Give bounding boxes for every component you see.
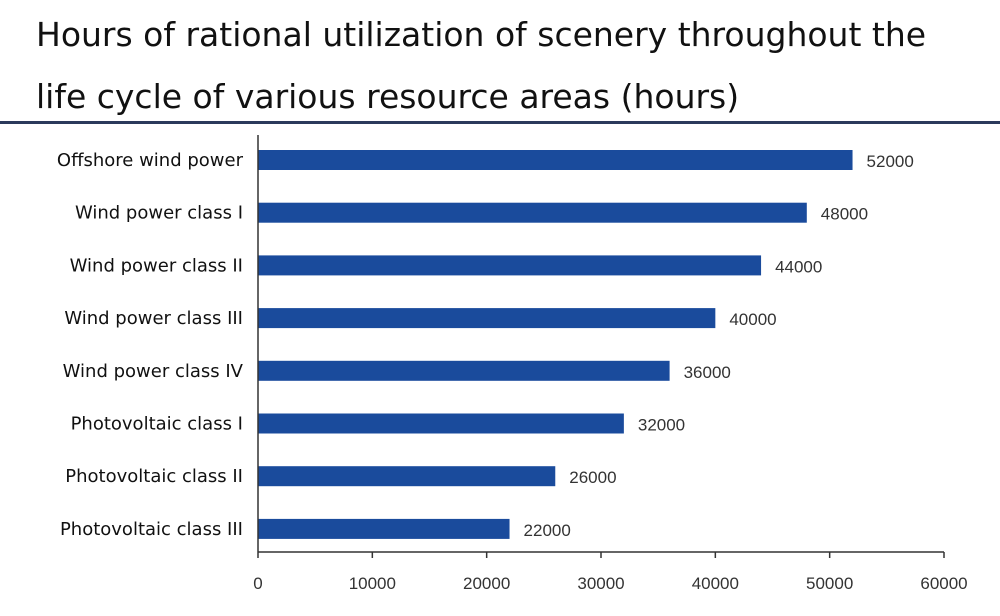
category-label: Wind power class II: [70, 255, 243, 276]
bar: [258, 413, 624, 434]
bar: [258, 202, 807, 223]
bars-group: [258, 150, 853, 539]
x-tick-label: 20000: [463, 574, 510, 593]
category-label: Photovoltaic class III: [60, 519, 243, 540]
x-tick-label: 30000: [577, 574, 624, 593]
x-axis: 0 10000 20000 30000 40000 50000 60000: [253, 135, 968, 593]
title-divider: [0, 121, 1000, 124]
x-tick-label: 10000: [349, 574, 396, 593]
value-label: 26000: [569, 468, 616, 487]
category-label: Wind power class III: [64, 308, 243, 329]
x-tick-label: 60000: [920, 574, 967, 593]
value-label: 44000: [775, 257, 822, 276]
bar: [258, 255, 762, 276]
bar: [258, 466, 556, 487]
value-label: 36000: [684, 363, 731, 382]
bar: [258, 150, 853, 170]
value-label: 52000: [867, 152, 914, 171]
value-label: 40000: [729, 310, 776, 329]
value-labels-group: 52000 48000 44000 40000 36000 32000 26000 22000: [524, 152, 914, 540]
x-tick-label: 50000: [806, 574, 853, 593]
x-tick-label: 0: [253, 574, 262, 593]
chart-title: Hours of rational utilization of scenery…: [36, 15, 927, 116]
category-label: Offshore wind power: [57, 150, 244, 171]
category-label: Wind power class IV: [63, 361, 244, 382]
category-label: Photovoltaic class I: [71, 414, 243, 435]
value-label: 48000: [821, 205, 868, 224]
bar: [258, 308, 716, 329]
category-labels-group: Offshore wind power Wind power class I Win…: [57, 150, 244, 540]
x-tick-label: 40000: [692, 574, 739, 593]
bar: [258, 518, 510, 539]
bar: [258, 360, 670, 381]
category-label: Wind power class I: [75, 203, 243, 224]
category-label: Photovoltaic class II: [65, 466, 243, 487]
value-label: 32000: [638, 416, 685, 435]
value-label: 22000: [524, 521, 571, 540]
